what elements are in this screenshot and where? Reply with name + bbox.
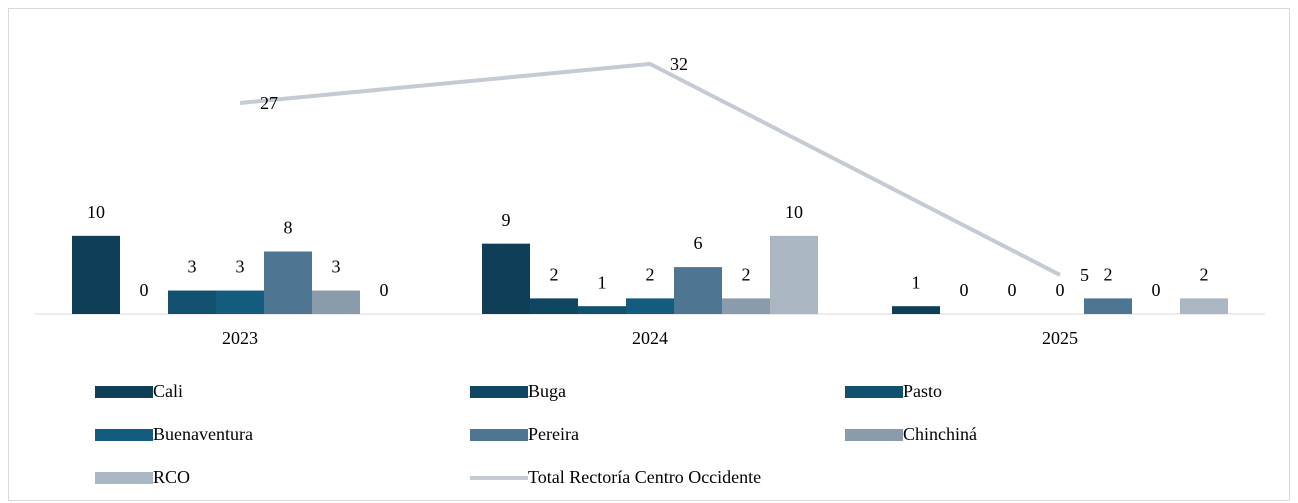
data-label: 10 <box>87 202 105 222</box>
data-label: 0 <box>1008 280 1017 300</box>
bar <box>264 251 312 314</box>
bar <box>770 235 818 314</box>
bar <box>626 298 674 314</box>
legend-label: Chinchiná <box>903 424 977 444</box>
bar <box>72 235 120 314</box>
data-label: 1 <box>598 272 607 292</box>
data-label: 0 <box>380 280 389 300</box>
data-label: 2 <box>550 264 559 284</box>
bar <box>168 290 216 314</box>
data-label: 8 <box>284 218 293 238</box>
legend-swatch <box>95 386 153 398</box>
bar <box>482 243 530 314</box>
x-tick-label: 2023 <box>222 328 258 348</box>
data-label: 3 <box>236 257 245 277</box>
line <box>239 61 1061 277</box>
data-label: 6 <box>694 233 703 253</box>
data-label: 0 <box>140 280 149 300</box>
legend-label: Pereira <box>528 424 579 444</box>
legend-label: Pasto <box>903 381 942 401</box>
legend-label: RCO <box>153 467 190 487</box>
data-label: 5 <box>1080 265 1089 285</box>
x-tick-label: 2025 <box>1042 328 1078 348</box>
bar <box>892 306 940 314</box>
data-label: 27 <box>260 93 278 113</box>
legend-label: Buga <box>528 381 566 401</box>
data-label: 9 <box>502 210 511 230</box>
data-label: 2 <box>1200 264 1209 284</box>
legend-label: Total Rectoría Centro Occidente <box>528 467 761 487</box>
chart-frame <box>8 8 1290 501</box>
legend-swatch <box>470 429 528 441</box>
legend-swatch <box>845 429 903 441</box>
bar <box>674 267 722 314</box>
data-label: 0 <box>1152 280 1161 300</box>
bar <box>530 298 578 314</box>
data-label: 0 <box>1056 280 1065 300</box>
legend-swatch <box>470 386 528 398</box>
data-label: 10 <box>785 202 803 222</box>
data-label: 3 <box>188 257 197 277</box>
bar <box>216 290 264 314</box>
data-label: 3 <box>332 257 341 277</box>
legend-label: Cali <box>153 381 183 401</box>
bar <box>1084 298 1132 314</box>
x-tick-label: 2024 <box>632 328 668 348</box>
data-label: 32 <box>670 54 688 74</box>
legend-swatch <box>845 386 903 398</box>
legend-swatch <box>95 429 153 441</box>
data-label: 2 <box>1104 264 1113 284</box>
legend-swatch <box>95 472 153 484</box>
bar <box>722 298 770 314</box>
data-label: 0 <box>960 280 969 300</box>
data-label: 2 <box>742 264 751 284</box>
bar <box>578 306 626 314</box>
data-label: 1 <box>912 272 921 292</box>
legend-label: Buenaventura <box>153 424 253 444</box>
bar <box>312 290 360 314</box>
bar <box>1180 298 1228 314</box>
data-label: 2 <box>646 264 655 284</box>
